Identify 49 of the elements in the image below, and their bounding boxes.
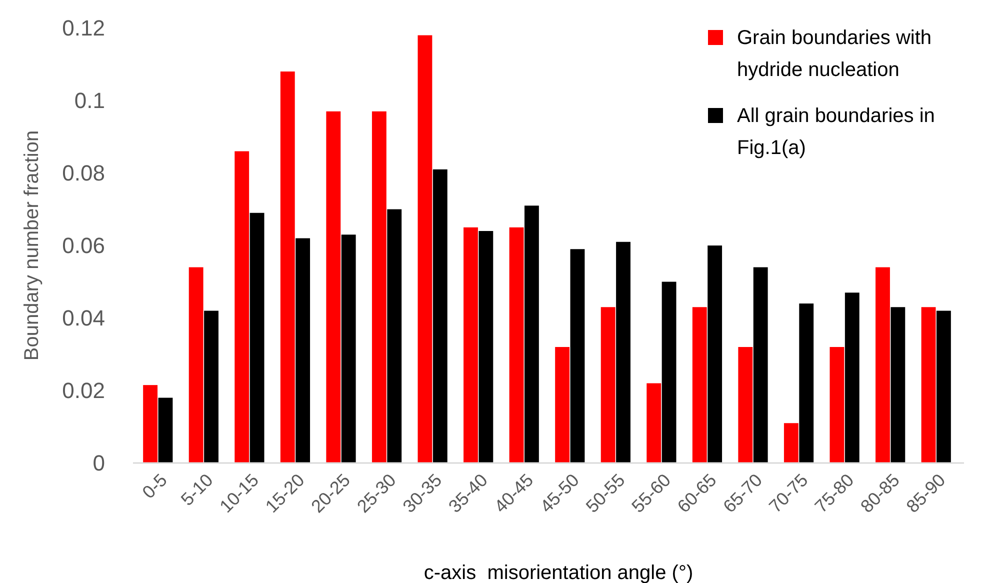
bar	[876, 267, 890, 463]
bar	[830, 347, 844, 463]
bar	[600, 307, 616, 463]
x-tick-label: 0-5	[138, 470, 171, 502]
bar	[296, 238, 310, 463]
bar	[478, 231, 494, 463]
y-tick-label: 0.04	[62, 306, 105, 330]
y-tick-label: 0.02	[62, 378, 105, 403]
bar	[341, 234, 356, 463]
bar	[387, 209, 402, 463]
bar	[464, 227, 478, 463]
y-tick-label: 0.12	[62, 16, 105, 40]
bar	[326, 111, 341, 463]
legend-label: Grain boundaries with hydride nucleation	[737, 27, 932, 81]
y-tick-label: 0.1	[74, 88, 105, 113]
bar	[753, 267, 768, 463]
bar	[708, 246, 722, 463]
bar	[234, 151, 250, 463]
bar	[646, 383, 662, 463]
bar	[616, 242, 630, 463]
bar	[204, 310, 218, 463]
bar	[432, 169, 448, 463]
bar	[143, 385, 158, 463]
bar	[372, 111, 386, 463]
bar	[509, 227, 524, 463]
y-axis-title: Boundary number fraction	[21, 130, 43, 361]
bar	[692, 307, 707, 463]
bar	[570, 249, 585, 463]
y-tick-label: 0	[92, 450, 105, 476]
bar	[555, 347, 570, 463]
legend-label: All grain boundaries in Fig.1(a)	[737, 105, 935, 159]
bar	[524, 206, 539, 463]
bar	[662, 282, 676, 463]
bar	[280, 72, 295, 463]
bar	[250, 212, 264, 463]
bar	[921, 307, 936, 463]
bar	[784, 423, 798, 463]
bar	[799, 304, 814, 463]
y-tick-label: 0.06	[62, 233, 105, 258]
y-tick-label: 0.08	[62, 160, 105, 186]
bar	[890, 307, 906, 463]
bar	[738, 347, 753, 463]
bar	[418, 35, 432, 463]
bar	[158, 398, 173, 463]
bar	[936, 310, 951, 463]
bar	[844, 292, 860, 463]
x-tick-label: 5-10	[177, 470, 217, 510]
x-axis-title: c-axis misorientation angle (°)	[424, 562, 694, 583]
bar	[188, 267, 204, 463]
